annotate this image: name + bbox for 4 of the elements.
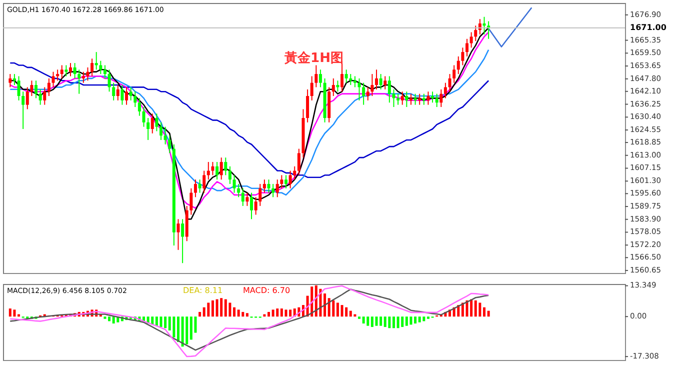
text: 黃金1H图 xyxy=(284,51,344,66)
ref-line-label: 1671.00 xyxy=(630,22,667,32)
annotation: DEA: 8.11 xyxy=(183,286,223,295)
annotation: MACD: 6.70 xyxy=(243,286,290,295)
